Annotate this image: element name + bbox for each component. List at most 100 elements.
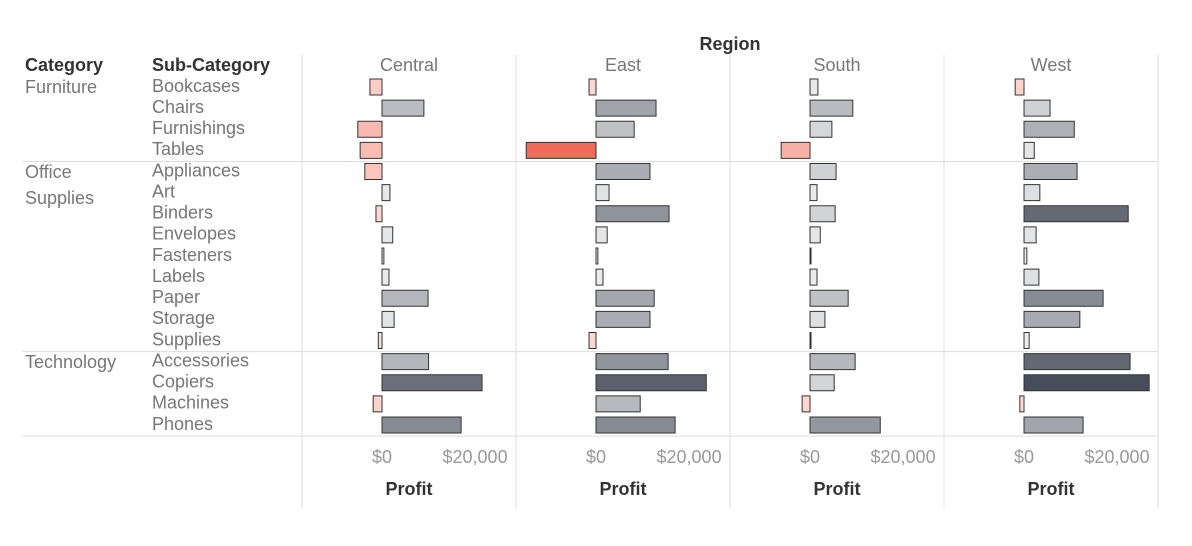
bar [595,120,635,138]
bar [588,332,597,349]
column-header: East [605,55,641,75]
bar [1023,163,1078,180]
bar [809,78,819,96]
x-axis-label: Profit [814,479,861,499]
bar [809,226,821,244]
column-header: West [1031,55,1072,75]
bar [595,99,657,117]
bar [595,247,599,265]
x-tick-label: $20,000 [657,447,722,467]
bar [1023,226,1037,244]
bar [1023,184,1041,202]
bar [357,120,383,138]
category-label: Office Supplies [25,161,95,208]
bar [369,78,383,96]
bar [809,374,835,392]
x-tick-label: $0 [800,447,820,467]
bar [595,416,676,434]
bar [381,268,390,286]
bar [1023,310,1081,328]
column-header: South [813,55,860,75]
bar [809,332,812,349]
bar [1023,205,1129,223]
x-tick-label: $20,000 [871,447,936,467]
bar [1023,247,1028,265]
category-label: Technology [25,352,117,373]
sub-category-label: Fasteners [152,245,232,265]
row-header: Category [25,55,103,75]
bar [809,289,849,307]
x-tick-label: $20,000 [1085,447,1150,467]
column-header: Central [380,55,438,75]
bar [381,226,394,244]
bar [381,353,430,371]
bar [1023,332,1030,349]
x-axis-label: Profit [1028,479,1075,499]
x-tick-label: $0 [1014,447,1034,467]
bar [1023,141,1035,159]
sub-category-label: Appliances [152,160,240,180]
x-tick-label: $0 [586,447,606,467]
bar [809,120,833,138]
bar [1023,353,1131,371]
bar [595,226,608,244]
bar [372,395,383,413]
bar [1023,120,1075,138]
bar [1023,99,1051,117]
bar [809,268,818,286]
bar [595,353,669,371]
bar [595,205,670,223]
bar [381,289,429,307]
bar [359,141,383,159]
bar [595,184,610,202]
x-axis-label: Profit [386,479,433,499]
sub-category-label: Labels [152,266,205,286]
bar [1023,374,1150,392]
bar [809,310,826,328]
bar [381,310,395,328]
bar [595,374,707,392]
bar [809,247,812,265]
sub-category-label: Bookcases [152,76,240,96]
sub-category-label: Art [152,181,175,201]
bar [364,163,383,180]
bar [595,289,655,307]
sub-category-label: Storage [152,308,215,328]
bar [1023,289,1104,307]
bar [381,99,425,117]
bar [377,332,383,349]
bar [809,205,836,223]
chart-title: Region [700,34,761,54]
x-tick-label: $20,000 [443,447,508,467]
bar [588,78,597,96]
bar [809,163,837,180]
x-axis-label: Profit [600,479,647,499]
sub-category-label: Tables [152,139,204,159]
bar [1014,78,1025,96]
bar [1019,395,1025,413]
sub-category-label: Supplies [152,329,221,349]
sub-category-label: Copiers [152,372,214,392]
bar [809,99,854,117]
sub-category-label: Accessories [152,350,249,370]
sub-category-label: Chairs [152,97,204,117]
bar [809,353,856,371]
category-label: Furniture [25,77,98,98]
bar [809,184,818,202]
sub-category-label: Furnishings [152,118,245,138]
row-header: Sub-Category [152,55,270,75]
sub-category-label: Phones [152,414,213,434]
sub-category-label: Machines [152,393,229,413]
bar [595,395,641,413]
x-tick-label: $0 [372,447,392,467]
bar [595,268,604,286]
sub-category-label: Paper [152,287,200,307]
bar [525,141,597,159]
bar [801,395,811,413]
bar [809,416,881,434]
bar [1023,268,1040,286]
bar [381,247,385,265]
bar [381,416,462,434]
